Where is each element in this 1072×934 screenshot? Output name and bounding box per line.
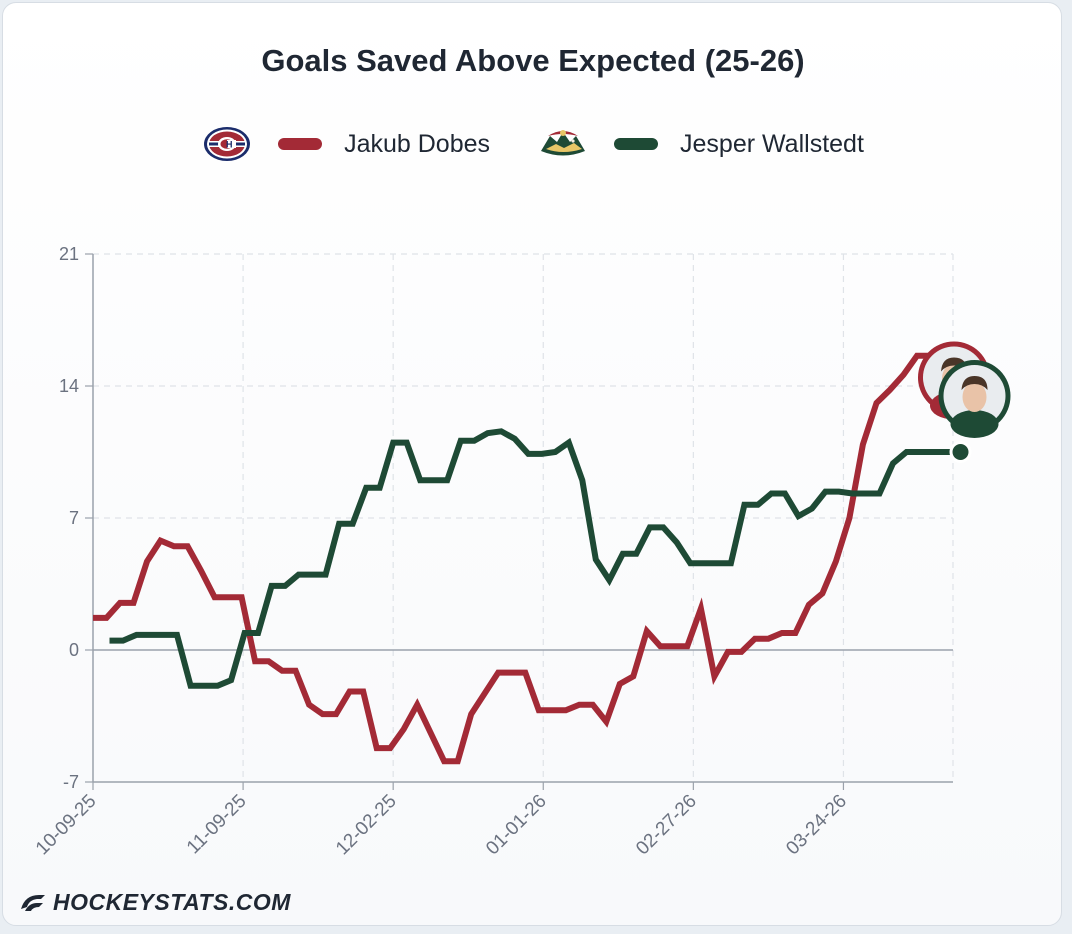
y-tick-label: 0 bbox=[69, 640, 79, 660]
chart-axes bbox=[85, 253, 953, 790]
wallstedt-avatar-face bbox=[962, 382, 987, 412]
legend-swatch-dobes bbox=[278, 138, 323, 150]
brand-text: HOCKEYSTATS.COM bbox=[53, 889, 291, 915]
y-tick-label: 7 bbox=[69, 508, 79, 528]
series-line-dobes bbox=[93, 352, 946, 765]
series-lines bbox=[93, 352, 961, 765]
svg-text:H: H bbox=[226, 140, 233, 150]
chart-title: Goals Saved Above Expected (25-26) bbox=[261, 43, 805, 78]
chart-legend: H Jakub Dobes Jesper Wallstedt bbox=[3, 121, 1061, 167]
wallstedt-avatar bbox=[938, 360, 1011, 438]
brand-watermark: HOCKEYSTATS.COM bbox=[19, 889, 291, 916]
line-chart: -7 0 7 14 21 10-09-25 11-09-25 12-02-25 01-01-26… bbox=[32, 244, 1011, 860]
minnesota-wild-logo-icon bbox=[541, 130, 586, 156]
x-tick-label: 12-02-25 bbox=[332, 791, 401, 860]
grid-lines bbox=[93, 253, 954, 782]
legend-label-wallstedt: Jesper Wallstedt bbox=[680, 129, 864, 158]
wallstedt-avatar-hair bbox=[961, 376, 988, 390]
chart-card: Goals Saved Above Expected (25-26) H Jak… bbox=[2, 2, 1062, 926]
legend-swatch-wallstedt bbox=[614, 138, 659, 150]
hockeystats-logo-icon bbox=[21, 894, 45, 911]
legend-label-dobes: Jakub Dobes bbox=[344, 129, 491, 158]
series-line-wallstedt bbox=[109, 428, 961, 689]
y-tick-label: 14 bbox=[59, 376, 79, 396]
end-markers bbox=[917, 341, 1011, 463]
legend-item-dobes[interactable]: H Jakub Dobes bbox=[202, 124, 490, 164]
y-tick-label: 21 bbox=[59, 244, 79, 264]
y-tick-label: -7 bbox=[63, 772, 79, 792]
x-tick-label: 02-27-26 bbox=[632, 791, 701, 860]
wallstedt-end-dot bbox=[952, 444, 969, 460]
x-tick-label: 10-09-25 bbox=[32, 791, 101, 860]
x-tick-label: 11-09-25 bbox=[183, 791, 251, 859]
montreal-canadiens-logo-icon: H bbox=[204, 127, 251, 161]
x-tick-label: 01-01-26 bbox=[482, 791, 551, 860]
wallstedt-avatar-shoulders bbox=[950, 410, 999, 438]
dobes-avatar-hair bbox=[940, 357, 967, 372]
x-tick-label: 03-24-26 bbox=[782, 791, 851, 860]
legend-item-wallstedt[interactable]: Jesper Wallstedt bbox=[538, 124, 864, 164]
